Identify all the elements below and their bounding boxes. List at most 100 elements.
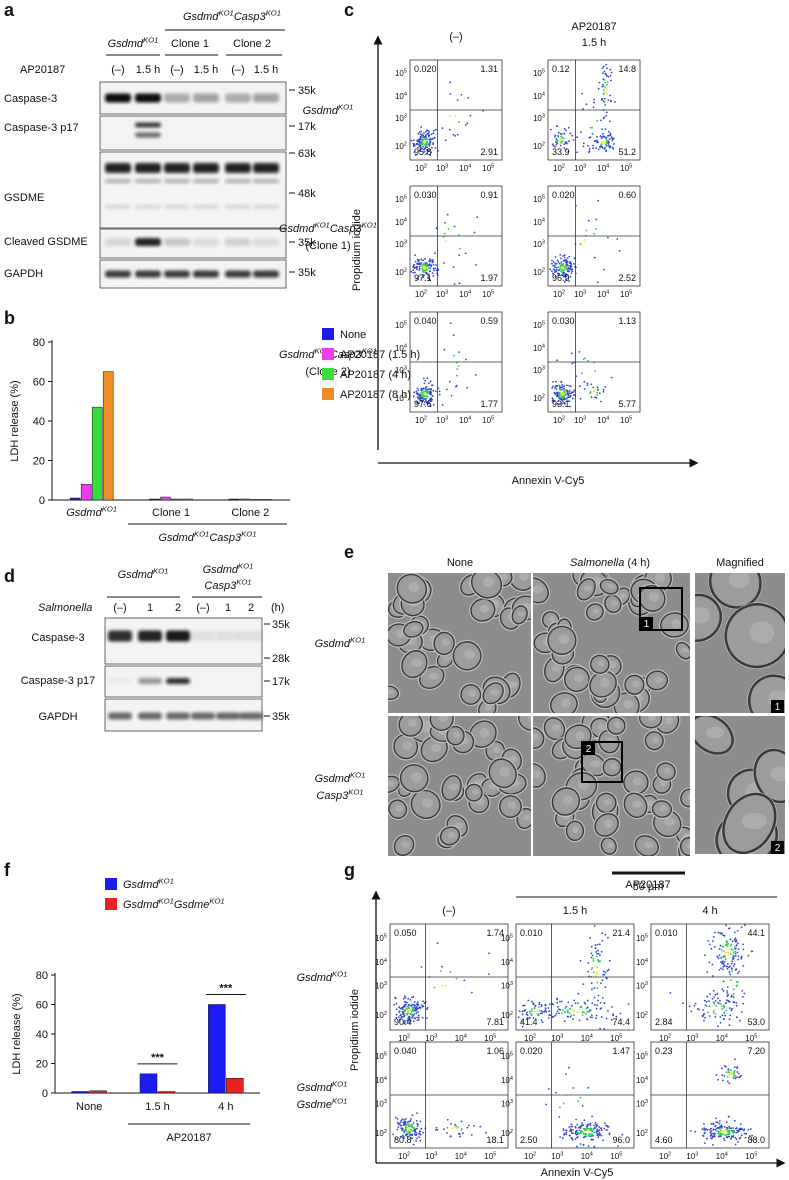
legend-swatch — [322, 368, 334, 380]
event-dot — [397, 1118, 399, 1120]
event-dot — [408, 1121, 410, 1123]
event-dot — [729, 1007, 731, 1009]
event-dot — [605, 144, 607, 146]
event-dot — [430, 388, 432, 390]
treatment-label: AP20187 — [20, 64, 65, 76]
event-dot — [429, 139, 431, 141]
event-dot — [430, 392, 432, 394]
event-dot — [596, 392, 598, 394]
cell-nucleus — [614, 722, 621, 728]
event-dot — [716, 1130, 718, 1132]
cell-nucleus — [485, 705, 493, 711]
event-dot — [603, 92, 605, 94]
text-part: 5 — [629, 164, 632, 170]
text-part: 3 — [434, 1034, 437, 1040]
event-dot — [565, 262, 567, 264]
y-tick-label: 105 — [395, 69, 407, 78]
event-dot — [605, 934, 607, 936]
event-dot — [555, 263, 557, 265]
event-dot — [732, 1136, 734, 1138]
event-dot — [557, 260, 559, 262]
event-dot — [714, 1003, 716, 1005]
event-dot — [596, 1004, 598, 1006]
quadrant-value: 41.4 — [520, 1017, 538, 1027]
event-dot — [442, 127, 444, 129]
event-dot — [726, 990, 728, 992]
event-dot — [594, 944, 596, 946]
text-part: 4 — [510, 1076, 513, 1082]
cell-nucleus — [604, 819, 612, 828]
event-dot — [541, 1019, 543, 1021]
event-dot — [603, 269, 605, 271]
event-dot — [453, 134, 455, 136]
event-dot — [734, 1066, 736, 1068]
event-dot — [721, 1005, 723, 1007]
y-tick-label: 103 — [375, 981, 387, 990]
text-part: 2 — [645, 1129, 648, 1135]
event-dot — [720, 1003, 722, 1005]
event-dot — [591, 988, 593, 990]
event-dot — [583, 1132, 585, 1134]
event-dot — [604, 1002, 606, 1004]
event-dot — [417, 1125, 419, 1127]
cell-nucleus — [575, 731, 584, 740]
x-tick-label: 103 — [425, 1152, 437, 1161]
event-dot — [409, 1132, 411, 1134]
legend-label: GsdmdKO1 — [123, 876, 174, 891]
event-dot — [609, 69, 611, 71]
event-dot — [600, 401, 602, 403]
x-tick-label: 104 — [459, 164, 471, 173]
event-dot — [730, 1137, 732, 1139]
event-dot — [421, 390, 423, 392]
event-dot — [597, 1130, 599, 1132]
text-part: (4 h) — [624, 557, 650, 569]
event-dot — [592, 147, 594, 149]
event-dot — [413, 140, 415, 142]
event-dot — [581, 93, 583, 95]
event-dot — [725, 1130, 727, 1132]
event-dot — [426, 386, 428, 388]
event-dot — [407, 1121, 409, 1123]
event-dot — [736, 1066, 738, 1068]
text-part: 4 — [590, 1152, 593, 1158]
event-dot — [723, 946, 725, 948]
event-dot — [603, 1028, 605, 1030]
event-dot — [557, 393, 559, 395]
event-dot — [583, 1128, 585, 1130]
event-dot — [450, 1123, 452, 1125]
event-dot — [562, 140, 564, 142]
event-dot — [595, 219, 597, 221]
event-dot — [555, 1092, 557, 1094]
y-tick-label: 104 — [375, 958, 387, 967]
event-dot — [533, 1003, 535, 1005]
event-dot — [617, 1145, 619, 1147]
event-dot — [619, 250, 621, 252]
marker-label: 17k — [298, 121, 316, 133]
event-dot — [707, 1129, 709, 1131]
blot-band — [253, 94, 279, 103]
event-dot — [527, 1000, 529, 1002]
event-dot — [596, 987, 598, 989]
text-part: 5 — [510, 1051, 513, 1057]
event-dot — [724, 1134, 726, 1136]
event-dot — [556, 267, 558, 269]
cell-nucleus — [611, 600, 618, 605]
text-part: Salmonella — [38, 602, 92, 614]
event-dot — [731, 1008, 733, 1010]
text-part: Gsdmd — [279, 223, 315, 235]
event-dot — [735, 1128, 737, 1130]
event-dot — [690, 1010, 692, 1012]
event-dot — [575, 1119, 577, 1121]
event-dot — [427, 133, 429, 135]
y-tick-label: 102 — [501, 1011, 513, 1020]
event-dot — [562, 269, 564, 271]
x-tick-label: Clone 2 — [231, 507, 269, 519]
event-dot — [461, 1121, 463, 1123]
quadrant-value: 53.0 — [747, 1017, 765, 1027]
event-dot — [559, 1001, 561, 1003]
quadrant-value: 0.12 — [552, 64, 570, 74]
blot-band — [216, 713, 240, 720]
event-dot — [588, 1135, 590, 1137]
event-dot — [422, 267, 424, 269]
y-tick-label: 60 — [33, 377, 45, 389]
